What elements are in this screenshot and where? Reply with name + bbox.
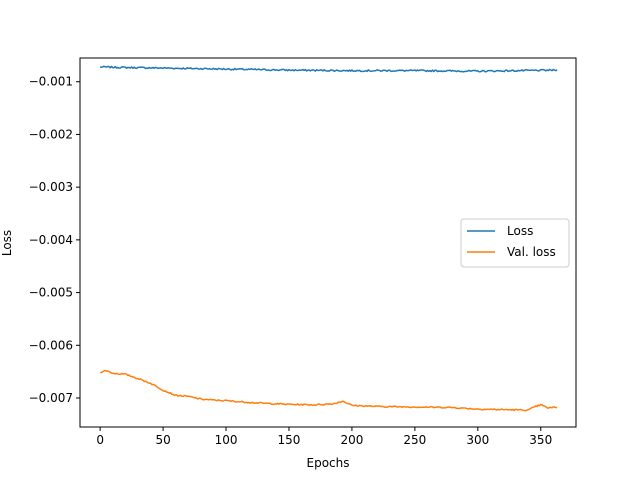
x-tick-label: 200 xyxy=(340,433,363,447)
x-tick-label: 350 xyxy=(529,433,552,447)
x-tick-label: 100 xyxy=(215,433,238,447)
series-line-loss xyxy=(99,65,558,73)
x-tick-label: 300 xyxy=(466,433,489,447)
x-tick-label: 150 xyxy=(278,433,301,447)
x-tick-label: 50 xyxy=(155,433,170,447)
legend-label-loss: Loss xyxy=(507,224,533,238)
y-tick-label: −0.004 xyxy=(29,233,73,247)
series-line-val-loss xyxy=(99,369,558,412)
series-layer xyxy=(99,65,558,412)
legend: Loss Val. loss xyxy=(460,218,570,268)
y-tick-label: −0.001 xyxy=(29,75,73,89)
plot-frame xyxy=(79,57,577,428)
y-axis-title: Loss xyxy=(0,230,14,256)
x-tick-label: 0 xyxy=(96,433,104,447)
x-axis-title: Epochs xyxy=(307,456,350,470)
x-tick-label: 250 xyxy=(403,433,426,447)
y-tick-label: −0.005 xyxy=(29,286,73,300)
y-tick-label: −0.006 xyxy=(29,338,73,352)
x-axis: 0 50 100 150 200 250 300 350 xyxy=(96,427,552,447)
y-axis: −0.001 −0.002 −0.003 −0.004 −0.005 −0.006 −0.0… xyxy=(29,75,80,405)
y-tick-label: −0.007 xyxy=(29,391,73,405)
y-tick-label: −0.003 xyxy=(29,180,73,194)
y-tick-label: −0.002 xyxy=(29,127,73,141)
legend-label-val-loss: Val. loss xyxy=(507,245,556,259)
